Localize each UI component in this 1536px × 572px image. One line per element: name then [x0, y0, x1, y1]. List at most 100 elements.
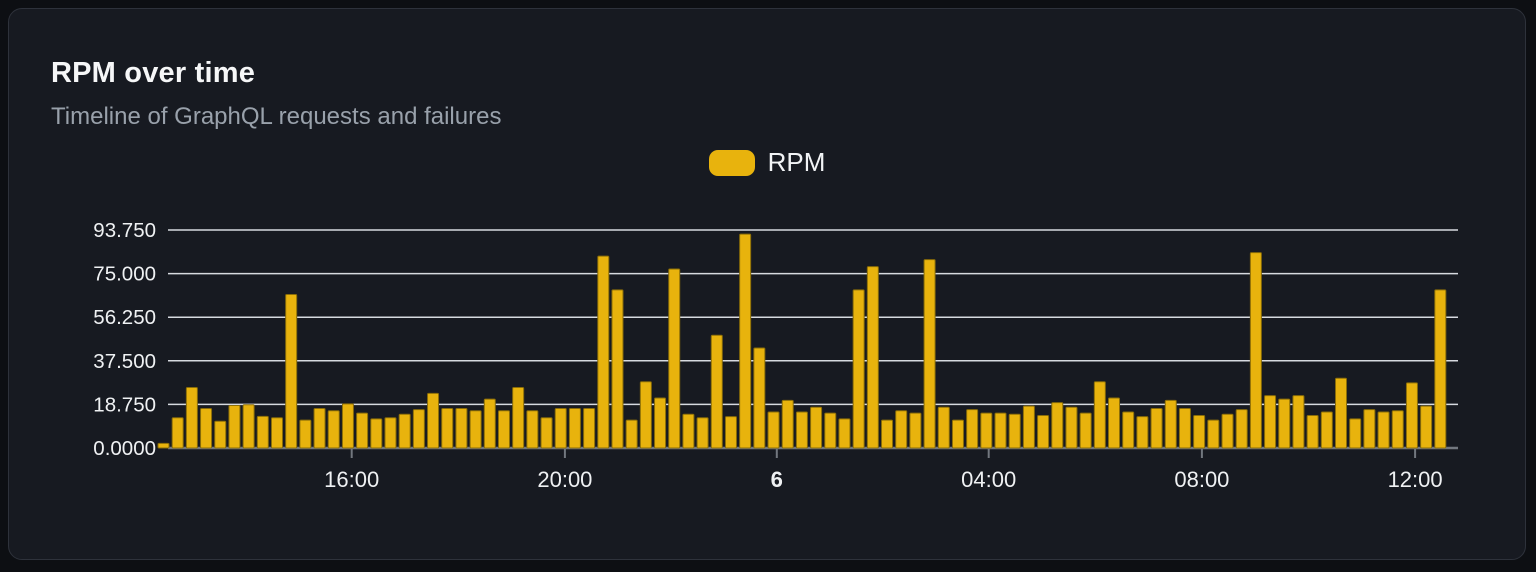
rpm-bar[interactable]	[200, 407, 213, 449]
rpm-bar[interactable]	[810, 406, 823, 449]
rpm-bar[interactable]	[1136, 416, 1149, 449]
rpm-bar[interactable]	[483, 398, 496, 449]
rpm-bar[interactable]	[1178, 407, 1191, 449]
rpm-bar[interactable]	[994, 412, 1007, 449]
rpm-bar[interactable]	[1264, 395, 1277, 449]
rpm-bar[interactable]	[412, 409, 425, 449]
rpm-bar[interactable]	[270, 417, 283, 449]
rpm-bar[interactable]	[781, 399, 794, 449]
rpm-bar[interactable]	[185, 387, 198, 449]
rpm-bar[interactable]	[1065, 406, 1078, 449]
rpm-bar[interactable]	[341, 403, 354, 449]
rpm-bar[interactable]	[1051, 402, 1064, 449]
rpm-bar[interactable]	[696, 417, 709, 449]
rpm-bar[interactable]	[1278, 398, 1291, 449]
rpm-bar[interactable]	[512, 387, 525, 449]
rpm-bar[interactable]	[639, 381, 652, 449]
rpm-bar[interactable]	[795, 411, 808, 449]
rpm-bar[interactable]	[980, 412, 993, 449]
rpm-bar[interactable]	[526, 410, 539, 449]
rpm-bar[interactable]	[497, 410, 510, 449]
rpm-bar[interactable]	[1335, 377, 1348, 449]
rpm-bar[interactable]	[313, 407, 326, 449]
rpm-bar[interactable]	[682, 413, 695, 449]
rpm-bar[interactable]	[1420, 405, 1433, 449]
rpm-bar[interactable]	[568, 407, 581, 449]
rpm-bar[interactable]	[327, 410, 340, 449]
x-axis-tick-label: 08:00	[1174, 467, 1229, 492]
rpm-bar[interactable]	[881, 419, 894, 449]
rpm-bar[interactable]	[540, 417, 553, 449]
rpm-bar[interactable]	[597, 255, 610, 449]
rpm-bar[interactable]	[1150, 407, 1163, 449]
y-axis-tick-label: 18.750	[93, 393, 156, 416]
rpm-bar[interactable]	[427, 392, 440, 449]
rpm-bar[interactable]	[739, 233, 752, 449]
legend-label-rpm: RPM	[767, 147, 826, 177]
x-axis-tick-label: 16:00	[324, 467, 379, 492]
rpm-bar[interactable]	[852, 289, 865, 449]
y-axis-tick-label: 56.250	[93, 306, 156, 329]
rpm-bar[interactable]	[398, 413, 411, 449]
rpm-bar[interactable]	[753, 347, 766, 449]
rpm-bar[interactable]	[455, 407, 468, 449]
rpm-bar[interactable]	[370, 418, 383, 449]
rpm-bar[interactable]	[1008, 413, 1021, 449]
rpm-bar[interactable]	[1235, 409, 1248, 449]
rpm-bar[interactable]	[441, 407, 454, 449]
rpm-bar[interactable]	[966, 409, 979, 449]
rpm-chart-card: RPM over time Timeline of GraphQL reques…	[8, 8, 1526, 560]
rpm-bar[interactable]	[923, 259, 936, 449]
rpm-bar[interactable]	[724, 416, 737, 449]
rpm-bar[interactable]	[1434, 289, 1447, 449]
rpm-bar[interactable]	[171, 417, 184, 449]
rpm-bar[interactable]	[1349, 418, 1362, 449]
rpm-bar[interactable]	[951, 419, 964, 449]
rpm-bar[interactable]	[1306, 414, 1319, 449]
rpm-bar[interactable]	[583, 407, 596, 449]
rpm-bar[interactable]	[767, 411, 780, 449]
rpm-bar[interactable]	[242, 404, 255, 449]
rpm-bar[interactable]	[157, 442, 170, 449]
rpm-bar[interactable]	[356, 412, 369, 449]
rpm-bar[interactable]	[654, 397, 667, 449]
rpm-bar[interactable]	[1249, 252, 1262, 449]
rpm-bar[interactable]	[1037, 414, 1050, 449]
rpm-bar[interactable]	[1363, 409, 1376, 449]
rpm-bar[interactable]	[838, 418, 851, 449]
rpm-bar[interactable]	[1221, 413, 1234, 449]
rpm-bar[interactable]	[611, 289, 624, 449]
rpm-bar[interactable]	[1391, 410, 1404, 449]
rpm-bar[interactable]	[1164, 399, 1177, 449]
rpm-bar[interactable]	[895, 410, 908, 449]
rpm-bar[interactable]	[866, 266, 879, 449]
rpm-bar[interactable]	[299, 419, 312, 449]
rpm-bar[interactable]	[1022, 405, 1035, 449]
rpm-bar[interactable]	[1320, 411, 1333, 449]
legend-item-rpm[interactable]: RPM	[708, 147, 826, 178]
rpm-bar[interactable]	[668, 268, 681, 449]
rpm-bar[interactable]	[824, 412, 837, 449]
rpm-bar[interactable]	[384, 417, 397, 449]
rpm-bar[interactable]	[1377, 411, 1390, 449]
x-axis-tick-label: 6	[771, 467, 783, 492]
rpm-bar[interactable]	[285, 294, 298, 449]
rpm-bar[interactable]	[1292, 395, 1305, 449]
rpm-bar[interactable]	[1405, 382, 1418, 449]
rpm-bar[interactable]	[1108, 397, 1121, 449]
rpm-bar[interactable]	[1079, 412, 1092, 449]
rpm-bar[interactable]	[710, 334, 723, 449]
rpm-bar[interactable]	[909, 412, 922, 449]
rpm-bar[interactable]	[1193, 414, 1206, 449]
rpm-bar[interactable]	[256, 415, 269, 449]
rpm-bar[interactable]	[214, 420, 227, 449]
rpm-bar[interactable]	[1093, 381, 1106, 449]
rpm-bar[interactable]	[625, 419, 638, 449]
rpm-bar[interactable]	[469, 410, 482, 449]
rpm-bar[interactable]	[554, 407, 567, 449]
rpm-bar[interactable]	[937, 406, 950, 449]
rpm-bar[interactable]	[1122, 411, 1135, 449]
chart-subtitle: Timeline of GraphQL requests and failure…	[51, 103, 502, 130]
rpm-bar[interactable]	[1207, 419, 1220, 449]
rpm-bar[interactable]	[228, 404, 241, 449]
